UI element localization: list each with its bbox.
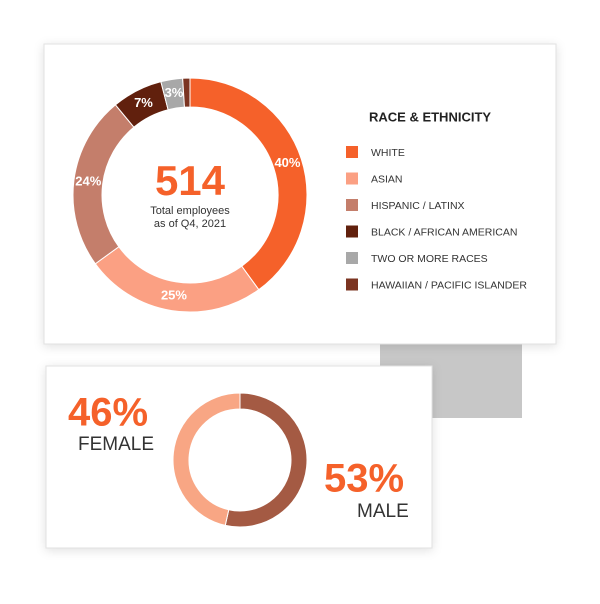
legend-swatch bbox=[346, 172, 358, 185]
legend-label: TWO OR MORE RACES bbox=[371, 253, 488, 265]
donut-segment bbox=[172, 392, 241, 526]
legend-label: WHITE bbox=[371, 147, 405, 159]
legend-swatch bbox=[346, 225, 358, 238]
center-label: Total employees bbox=[150, 205, 230, 217]
donut-segment bbox=[224, 392, 308, 528]
donut-segment bbox=[182, 77, 191, 108]
legend-swatch bbox=[346, 278, 358, 291]
gender-percent: 53% bbox=[324, 457, 404, 501]
segment-label: 7% bbox=[134, 95, 153, 110]
segment-label: 40% bbox=[274, 155, 300, 170]
legend-swatch bbox=[346, 199, 358, 211]
segment-label: 24% bbox=[75, 174, 101, 189]
legend-swatch bbox=[346, 146, 358, 158]
segment-label: 25% bbox=[161, 288, 187, 303]
segment-label: 3% bbox=[165, 85, 184, 100]
center-label: as of Q4, 2021 bbox=[154, 218, 226, 230]
gender-percent: 46% bbox=[68, 391, 148, 435]
legend-label: ASIAN bbox=[371, 173, 403, 185]
legend-label: BLACK / AFRICAN AMERICAN bbox=[371, 226, 517, 238]
legend-label: HISPANIC / LATINX bbox=[371, 200, 465, 212]
legend-title: RACE & ETHNICITY bbox=[369, 109, 491, 124]
legend-swatch bbox=[346, 252, 358, 264]
center-total: 514 bbox=[155, 157, 226, 204]
gender-label: FEMALE bbox=[78, 434, 154, 455]
legend-label: HAWAIIAN / PACIFIC ISLANDER bbox=[371, 279, 527, 291]
gender-label: MALE bbox=[357, 501, 409, 522]
